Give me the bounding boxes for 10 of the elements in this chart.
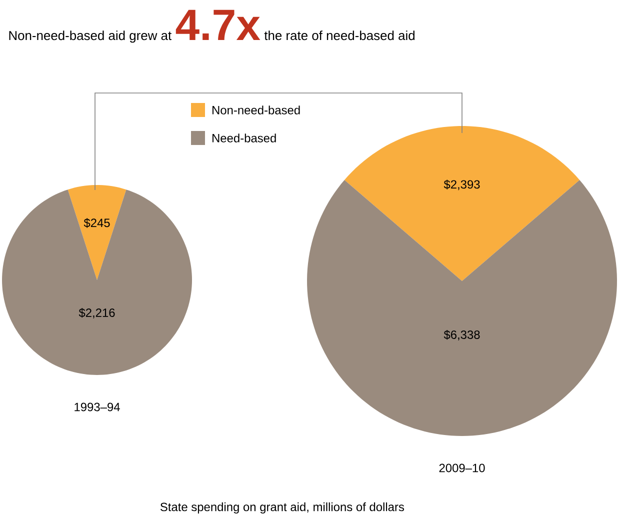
legend-label: Non-need-based [212,106,300,114]
text: State spending on grant aid, millions of dollars [160,502,404,514]
data-label: $245 [84,218,110,228]
legend-label: Need-based [212,134,276,142]
text: 1993–94 [74,402,120,412]
data-label: $2,216 [78,308,115,318]
data-label: $2,393 [444,180,480,190]
chart-title: Non-need-based aid grew at4.7xthe rate of need-based aid [9,10,415,43]
text: 2009–10 [439,464,485,472]
data-label: $6,338 [444,330,480,340]
